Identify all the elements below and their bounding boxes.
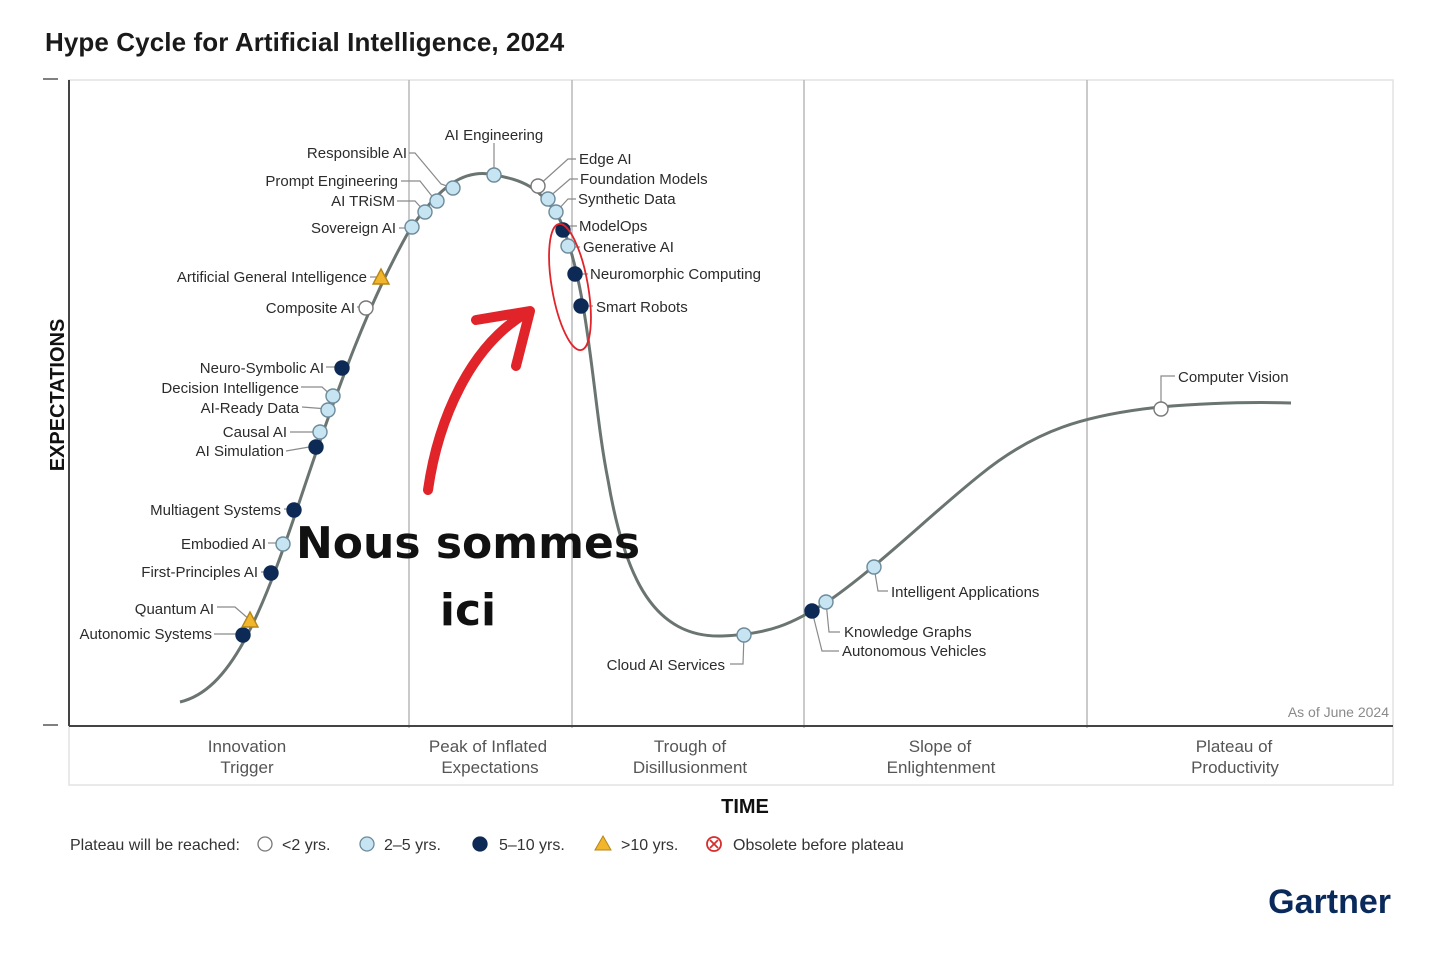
marker-circle-icon-cloud-ai-services: [736, 627, 752, 643]
legend-item-lt2: <2 yrs.: [282, 837, 330, 854]
marker-circle-icon-ai-trism: [417, 204, 433, 220]
label-computer-vision: Computer Vision: [1178, 369, 1289, 386]
legend-circle-icon-lt2: [257, 836, 273, 852]
annotation-line2: ici: [440, 585, 496, 636]
marker-circle-icon-responsible-ai: [445, 180, 461, 196]
label-artificial-general-intelligence: Artificial General Intelligence: [177, 269, 367, 286]
marker-circle-icon-intelligent-applications: [866, 559, 882, 575]
marker-circle-icon-ai-ready-data: [320, 402, 336, 418]
label-prompt-engineering: Prompt Engineering: [265, 173, 398, 190]
page-title: Hype Cycle for Artificial Intelligence, …: [45, 27, 565, 57]
x-axis-label: TIME: [721, 796, 769, 818]
annotation-line1: Nous sommes: [296, 518, 640, 569]
marker-triangle-icon-artificial-general-intelligence: [371, 267, 391, 285]
marker-triangle-icon-quantum-ai: [240, 610, 260, 628]
label-autonomous-vehicles: Autonomous Vehicles: [842, 643, 986, 660]
legend-item-gt10: >10 yrs.: [621, 837, 678, 854]
marker-circle-icon-autonomous-vehicles: [804, 603, 820, 619]
y-axis-label: EXPECTATIONS: [47, 319, 69, 472]
label-embodied-ai: Embodied AI: [181, 536, 266, 553]
marker-circle-icon-knowledge-graphs: [818, 594, 834, 610]
technology-labels: Autonomic Systems Quantum AI First-Princ…: [79, 127, 1288, 674]
label-generative-ai: Generative AI: [583, 239, 674, 256]
legend-circle-icon-2to5: [359, 836, 375, 852]
marker-circle-icon-embodied-ai: [275, 536, 291, 552]
marker-circle-icon-edge-ai: [530, 178, 546, 194]
phase-innovation-trigger-line1: Innovation: [208, 737, 286, 756]
label-smart-robots: Smart Robots: [596, 299, 688, 316]
phase-trough-line2: Disillusionment: [633, 758, 748, 777]
legend: Plateau will be reached: <2 yrs. 2–5 yrs…: [70, 834, 904, 854]
phase-trough-line1: Trough of: [654, 737, 726, 756]
marker-circle-icon-composite-ai: [358, 300, 374, 316]
label-neuro-symbolic-ai: Neuro-Symbolic AI: [200, 360, 324, 377]
label-autonomic-systems: Autonomic Systems: [79, 626, 212, 643]
phase-labels: Innovation Trigger Peak of Inflated Expe…: [208, 737, 1280, 777]
marker-circle-icon-autonomic-systems: [235, 627, 251, 643]
label-ai-trism: AI TRiSM: [331, 193, 395, 210]
marker-circle-icon-foundation-models: [540, 191, 556, 207]
label-intelligent-applications: Intelligent Applications: [891, 584, 1039, 601]
gartner-logo: Gartner: [1268, 883, 1391, 921]
technology-markers: [235, 167, 1169, 643]
marker-circle-icon-prompt-engineering: [429, 193, 445, 209]
marker-circle-icon-decision-intelligence: [325, 388, 341, 404]
phase-innovation-trigger-line2: Trigger: [220, 758, 274, 777]
label-responsible-ai: Responsible AI: [307, 145, 407, 162]
legend-circle-icon-5to10: [472, 836, 488, 852]
label-foundation-models: Foundation Models: [580, 171, 708, 188]
marker-circle-icon-smart-robots: [573, 298, 589, 314]
as-of-date: As of June 2024: [1288, 704, 1389, 720]
label-causal-ai: Causal AI: [223, 424, 287, 441]
legend-item-5to10: 5–10 yrs.: [499, 837, 565, 854]
marker-circle-icon-neuro-symbolic-ai: [334, 360, 350, 376]
annotation-arrow: [423, 306, 535, 495]
label-knowledge-graphs: Knowledge Graphs: [844, 624, 972, 641]
marker-circle-icon-ai-simulation: [308, 439, 324, 455]
legend-item-2to5: 2–5 yrs.: [384, 837, 441, 854]
label-synthetic-data: Synthetic Data: [578, 191, 676, 208]
legend-triangle-icon-gt10: [594, 834, 612, 851]
legend-obsolete-icon: [706, 836, 722, 852]
label-neuromorphic-computing: Neuromorphic Computing: [590, 266, 761, 283]
phase-plateau-line1: Plateau of: [1196, 737, 1273, 756]
marker-circle-icon-ai-engineering: [486, 167, 502, 183]
label-edge-ai: Edge AI: [579, 151, 632, 168]
marker-circle-icon-neuromorphic-computing: [567, 266, 583, 282]
legend-title: Plateau will be reached:: [70, 837, 240, 854]
label-cloud-ai-services: Cloud AI Services: [607, 657, 725, 674]
marker-circle-icon-causal-ai: [312, 424, 328, 440]
marker-circle-icon-sovereign-ai: [404, 219, 420, 235]
label-multiagent-systems: Multiagent Systems: [150, 502, 281, 519]
phase-peak-line1: Peak of Inflated: [429, 737, 547, 756]
marker-circle-icon-multiagent-systems: [286, 502, 302, 518]
label-quantum-ai: Quantum AI: [135, 601, 214, 618]
label-first-principles-ai: First-Principles AI: [141, 564, 258, 581]
legend-item-obsolete: Obsolete before plateau: [733, 837, 904, 854]
phase-slope-line2: Enlightenment: [887, 758, 996, 777]
label-ai-ready-data: AI-Ready Data: [201, 400, 300, 417]
label-ai-engineering: AI Engineering: [445, 127, 543, 144]
hype-curve: [179, 172, 1292, 704]
phase-plateau-line2: Productivity: [1191, 758, 1279, 777]
phase-slope-line1: Slope of: [909, 737, 972, 756]
marker-circle-icon-synthetic-data: [548, 204, 564, 220]
marker-circle-icon-generative-ai: [560, 238, 576, 254]
marker-circle-icon-first-principles-ai: [263, 565, 279, 581]
phase-dividers: [408, 80, 1088, 728]
label-sovereign-ai: Sovereign AI: [311, 220, 396, 237]
label-decision-intelligence: Decision Intelligence: [161, 380, 299, 397]
phase-peak-line2: Expectations: [441, 758, 538, 777]
label-composite-ai: Composite AI: [266, 300, 355, 317]
marker-circle-icon-computer-vision: [1153, 401, 1169, 417]
label-modelops: ModelOps: [579, 218, 647, 235]
label-ai-simulation: AI Simulation: [196, 443, 284, 460]
highlight-ellipse: [548, 222, 592, 352]
